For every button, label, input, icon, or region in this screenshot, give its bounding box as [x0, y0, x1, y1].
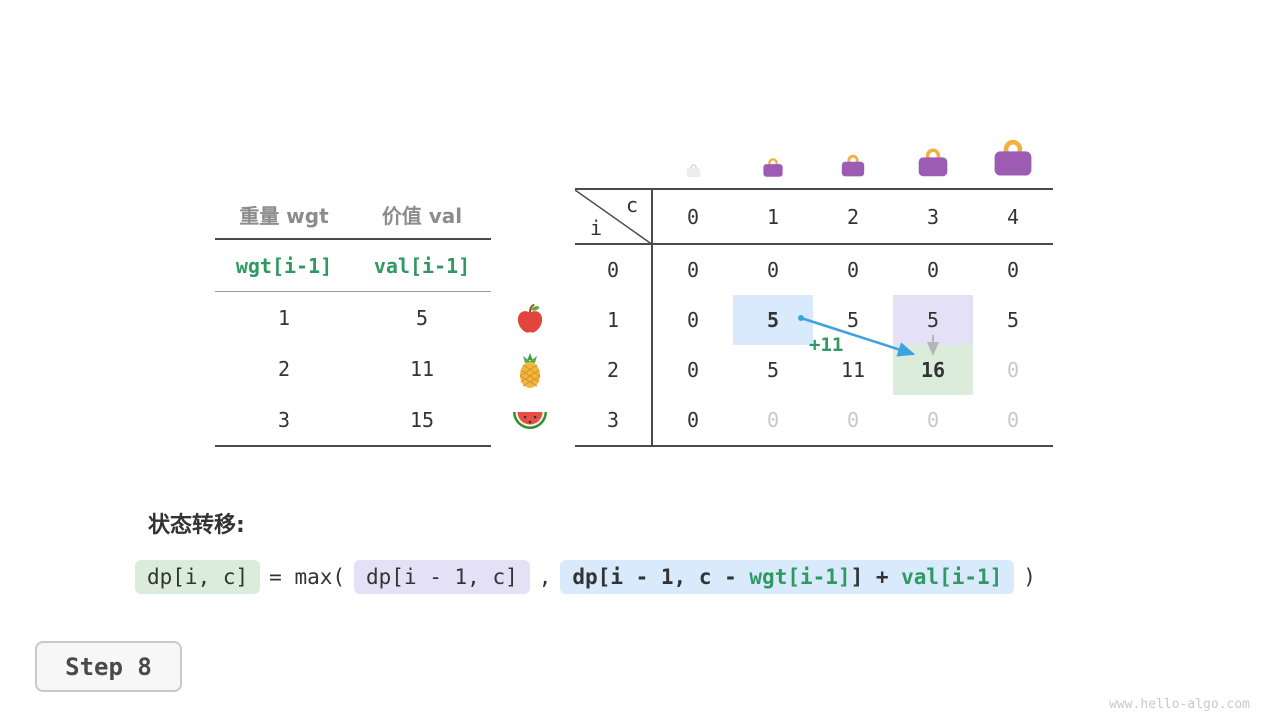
- transition-section-label: 状态转移:: [148, 513, 245, 538]
- dp-cell: 0: [766, 408, 780, 432]
- bag-icon-xlarge: [990, 134, 1036, 182]
- dp-row-header: 1: [575, 295, 653, 345]
- weight-column-header: 重量 wgt: [239, 203, 329, 228]
- item-value: 15: [409, 407, 435, 432]
- formula-separator: ,: [538, 565, 552, 589]
- dp-col-header: 4: [973, 190, 1053, 245]
- transition-formula: dp[i, c] = max( dp[i - 1, c] , dp[i - 1,…: [135, 560, 1036, 594]
- items-table-header: 重量 wgt 价值 val: [215, 190, 491, 240]
- diagonal-line: [575, 190, 653, 245]
- bag-icon-large: [915, 144, 951, 182]
- term-take-infix: ] +: [850, 565, 902, 589]
- watermark: www.hello-algo.com: [1109, 697, 1250, 712]
- dp-cell: 0: [686, 358, 700, 382]
- items-table-row: 3 15: [215, 394, 491, 445]
- dp-cell: 0: [926, 258, 940, 282]
- term-take-val: val[i-1]: [901, 565, 1003, 589]
- dp-cell: 0: [1006, 358, 1020, 382]
- formula-term-inherit: dp[i - 1, c]: [354, 560, 530, 594]
- dp-col-header: 3: [893, 190, 973, 245]
- bag-icon-small: [761, 155, 785, 182]
- term-take-prefix: dp[i - 1, c -: [572, 565, 750, 589]
- add-value-annotation: +11: [809, 334, 844, 356]
- dp-cell: 0: [766, 258, 780, 282]
- dp-cell-current-highlight: 16: [893, 345, 973, 395]
- formula-term-take: dp[i - 1, c - wgt[i-1]] + val[i-1]: [560, 560, 1015, 594]
- pineapple-icon: [515, 352, 545, 394]
- dp-grid: c i 0 1 2 3 4 0 0 0 0 0 0 1 0 5 5 5 5 2 …: [575, 188, 1053, 447]
- item-value: 5: [415, 305, 429, 330]
- dp-cell: 5: [766, 358, 780, 382]
- dp-cell-source-highlight: 5: [733, 295, 813, 345]
- dp-row-header: 2: [575, 345, 653, 395]
- dp-row-header: 3: [575, 395, 653, 445]
- dp-col-header: 2: [813, 190, 893, 245]
- bag-icon-ghost: [685, 162, 702, 182]
- dp-corner-cell: c i: [575, 190, 653, 245]
- items-table-row: 1 5: [215, 292, 491, 343]
- items-table: 重量 wgt 价值 val wgt[i-1] val[i-1] 1 5 2 11…: [215, 190, 491, 447]
- dp-cell: 0: [686, 408, 700, 432]
- item-value: 11: [409, 356, 435, 381]
- dp-col-header: 0: [653, 190, 733, 245]
- watermelon-icon: [512, 409, 548, 437]
- step-badge: Step 8: [35, 641, 182, 692]
- dp-cell: 0: [846, 258, 860, 282]
- val-formula: val[i-1]: [373, 253, 471, 278]
- dp-row-header: 0: [575, 245, 653, 295]
- items-table-row: 2 11: [215, 343, 491, 394]
- dp-cell: 0: [846, 408, 860, 432]
- dp-cell: 0: [1006, 258, 1020, 282]
- item-weight: 3: [277, 407, 291, 432]
- dp-cell: 0: [1006, 408, 1020, 432]
- dp-cell: 0: [926, 408, 940, 432]
- bag-icon-medium: [839, 151, 867, 182]
- apple-icon: [515, 303, 545, 339]
- formula-operator: = max(: [269, 565, 346, 589]
- formula-closing: ): [1023, 565, 1036, 589]
- col-axis-label: c: [625, 193, 638, 217]
- dp-cell: 11: [840, 358, 866, 382]
- dp-col-header: 1: [733, 190, 813, 245]
- items-table-formula-row: wgt[i-1] val[i-1]: [215, 240, 491, 292]
- dp-table: c i 0 1 2 3 4 0 0 0 0 0 0 1 0 5 5 5 5 2 …: [575, 139, 1053, 447]
- item-weight: 1: [277, 305, 291, 330]
- dp-cell-inherit-highlight: 5: [893, 295, 973, 345]
- formula-lhs: dp[i, c]: [135, 560, 261, 594]
- wgt-formula: wgt[i-1]: [235, 253, 333, 278]
- dp-cell: 5: [1006, 308, 1020, 332]
- value-column-header: 价值 val: [381, 203, 463, 228]
- term-take-wgt: wgt[i-1]: [749, 565, 851, 589]
- dp-cell: 0: [686, 258, 700, 282]
- dp-cell: 0: [686, 308, 700, 332]
- item-weight: 2: [277, 356, 291, 381]
- row-axis-label: i: [590, 216, 603, 240]
